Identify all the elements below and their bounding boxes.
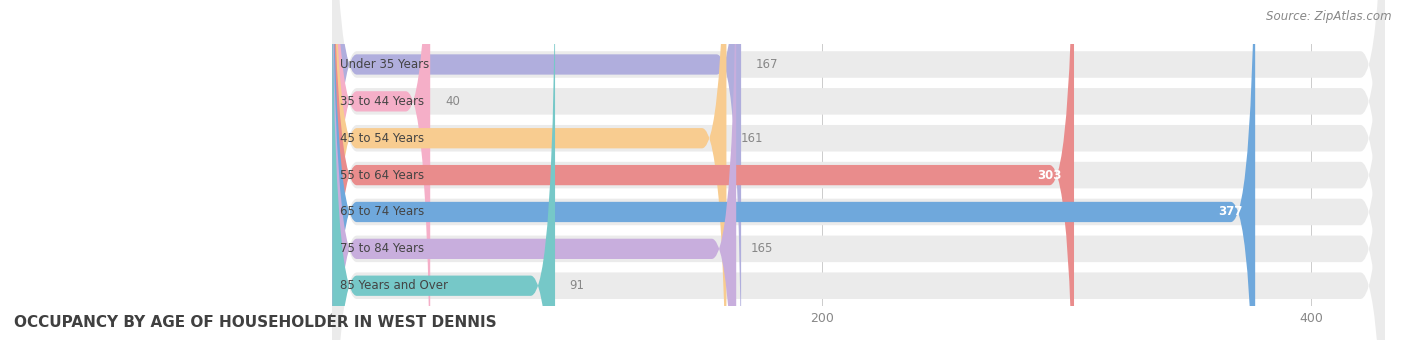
- Text: 377: 377: [1219, 205, 1243, 219]
- Text: 75 to 84 Years: 75 to 84 Years: [340, 242, 423, 255]
- Text: 167: 167: [756, 58, 779, 71]
- FancyBboxPatch shape: [332, 0, 1385, 340]
- FancyBboxPatch shape: [332, 0, 1385, 340]
- FancyBboxPatch shape: [332, 0, 737, 340]
- Text: 55 to 64 Years: 55 to 64 Years: [340, 169, 423, 182]
- Text: 165: 165: [751, 242, 773, 255]
- FancyBboxPatch shape: [332, 0, 1385, 340]
- FancyBboxPatch shape: [332, 0, 1256, 340]
- FancyBboxPatch shape: [332, 0, 1385, 340]
- Text: 65 to 74 Years: 65 to 74 Years: [340, 205, 423, 219]
- FancyBboxPatch shape: [332, 0, 430, 340]
- FancyBboxPatch shape: [332, 0, 1385, 340]
- Text: 35 to 44 Years: 35 to 44 Years: [340, 95, 423, 108]
- Text: Source: ZipAtlas.com: Source: ZipAtlas.com: [1267, 10, 1392, 23]
- FancyBboxPatch shape: [332, 0, 555, 340]
- Text: 161: 161: [741, 132, 763, 145]
- Text: 45 to 54 Years: 45 to 54 Years: [340, 132, 423, 145]
- Text: Under 35 Years: Under 35 Years: [340, 58, 429, 71]
- Text: 85 Years and Over: 85 Years and Over: [340, 279, 447, 292]
- Text: 91: 91: [569, 279, 585, 292]
- FancyBboxPatch shape: [332, 0, 1385, 340]
- FancyBboxPatch shape: [332, 0, 741, 340]
- Text: OCCUPANCY BY AGE OF HOUSEHOLDER IN WEST DENNIS: OCCUPANCY BY AGE OF HOUSEHOLDER IN WEST …: [14, 315, 496, 330]
- Text: 303: 303: [1038, 169, 1062, 182]
- FancyBboxPatch shape: [332, 0, 727, 340]
- Text: 40: 40: [444, 95, 460, 108]
- FancyBboxPatch shape: [332, 0, 1074, 340]
- FancyBboxPatch shape: [332, 0, 1385, 340]
